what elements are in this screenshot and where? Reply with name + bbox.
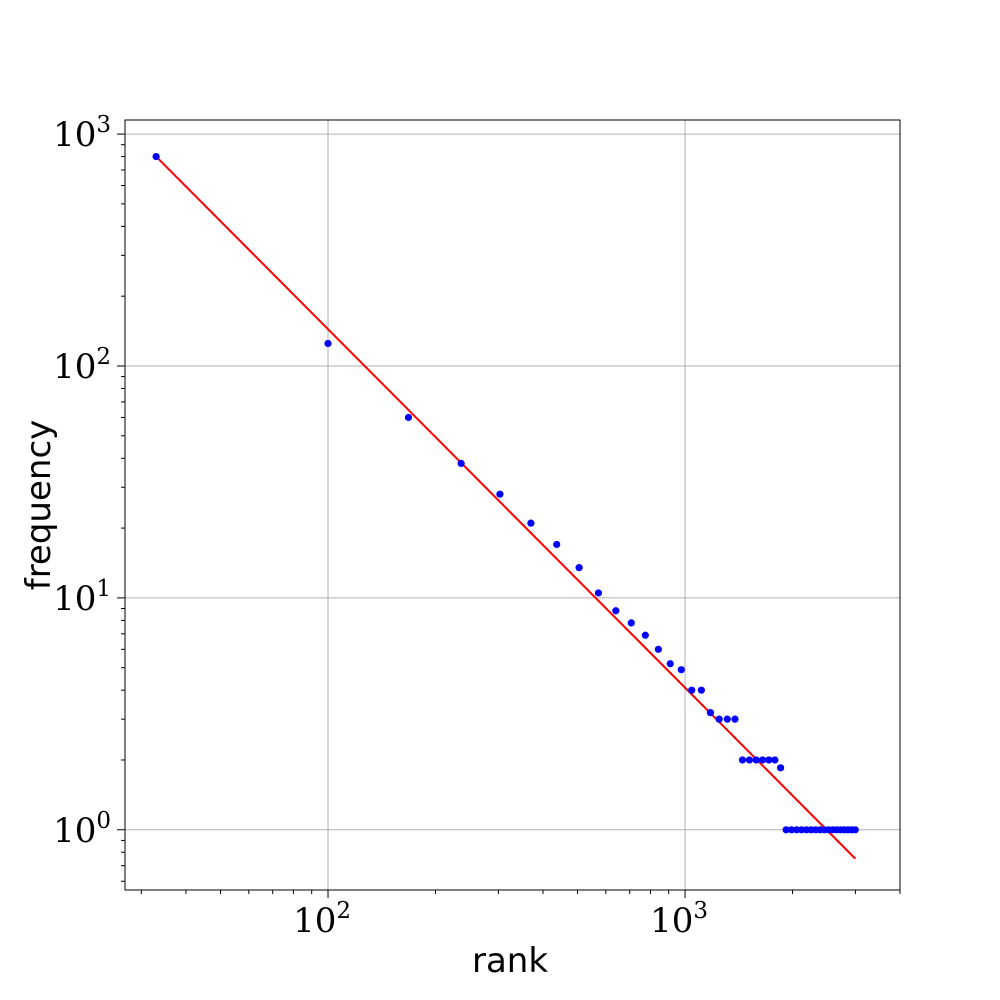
data-point <box>641 631 649 639</box>
y-axis-label: frequency <box>19 420 59 591</box>
y-tick-label: 101 <box>53 576 111 619</box>
data-point <box>527 519 535 527</box>
x-tick-label: 102 <box>293 898 351 941</box>
data-point <box>654 645 662 653</box>
data-point <box>723 715 731 723</box>
data-point <box>688 686 696 694</box>
data-point <box>612 607 620 615</box>
data-point <box>457 459 465 468</box>
data-point <box>594 589 603 597</box>
data-point <box>752 756 760 764</box>
plot-area-frame <box>124 119 901 891</box>
data-point <box>553 540 561 549</box>
data-point <box>575 564 583 572</box>
data-point <box>731 715 739 723</box>
x-axis-label: rank <box>472 941 548 981</box>
data-series <box>152 152 859 860</box>
data-point <box>787 826 796 834</box>
x-tick-label: 103 <box>650 898 708 941</box>
major-ticks <box>117 133 686 898</box>
y-tick-label: 103 <box>53 112 111 155</box>
data-point <box>152 152 160 161</box>
data-point <box>404 413 413 422</box>
data-point <box>697 686 705 694</box>
data-point <box>782 826 790 834</box>
data-point <box>324 339 332 348</box>
data-point <box>777 764 785 772</box>
data-point <box>627 619 635 627</box>
data-point <box>666 660 674 668</box>
y-tick-label: 102 <box>53 344 111 387</box>
data-point <box>738 756 747 764</box>
data-point <box>496 490 504 498</box>
tick-labels: 102 103 100 101 102 103 <box>53 112 708 941</box>
minor-ticks <box>121 144 901 894</box>
fit-line <box>155 155 857 860</box>
data-point <box>771 756 779 764</box>
data-point <box>759 756 767 764</box>
data-point <box>715 715 723 723</box>
data-point <box>765 756 773 764</box>
data-point <box>706 709 715 717</box>
data-point <box>851 826 859 834</box>
data-point <box>793 826 801 834</box>
grid-lines <box>125 120 900 890</box>
y-tick-label: 100 <box>53 808 111 851</box>
data-point <box>677 666 685 674</box>
data-point <box>745 756 754 764</box>
